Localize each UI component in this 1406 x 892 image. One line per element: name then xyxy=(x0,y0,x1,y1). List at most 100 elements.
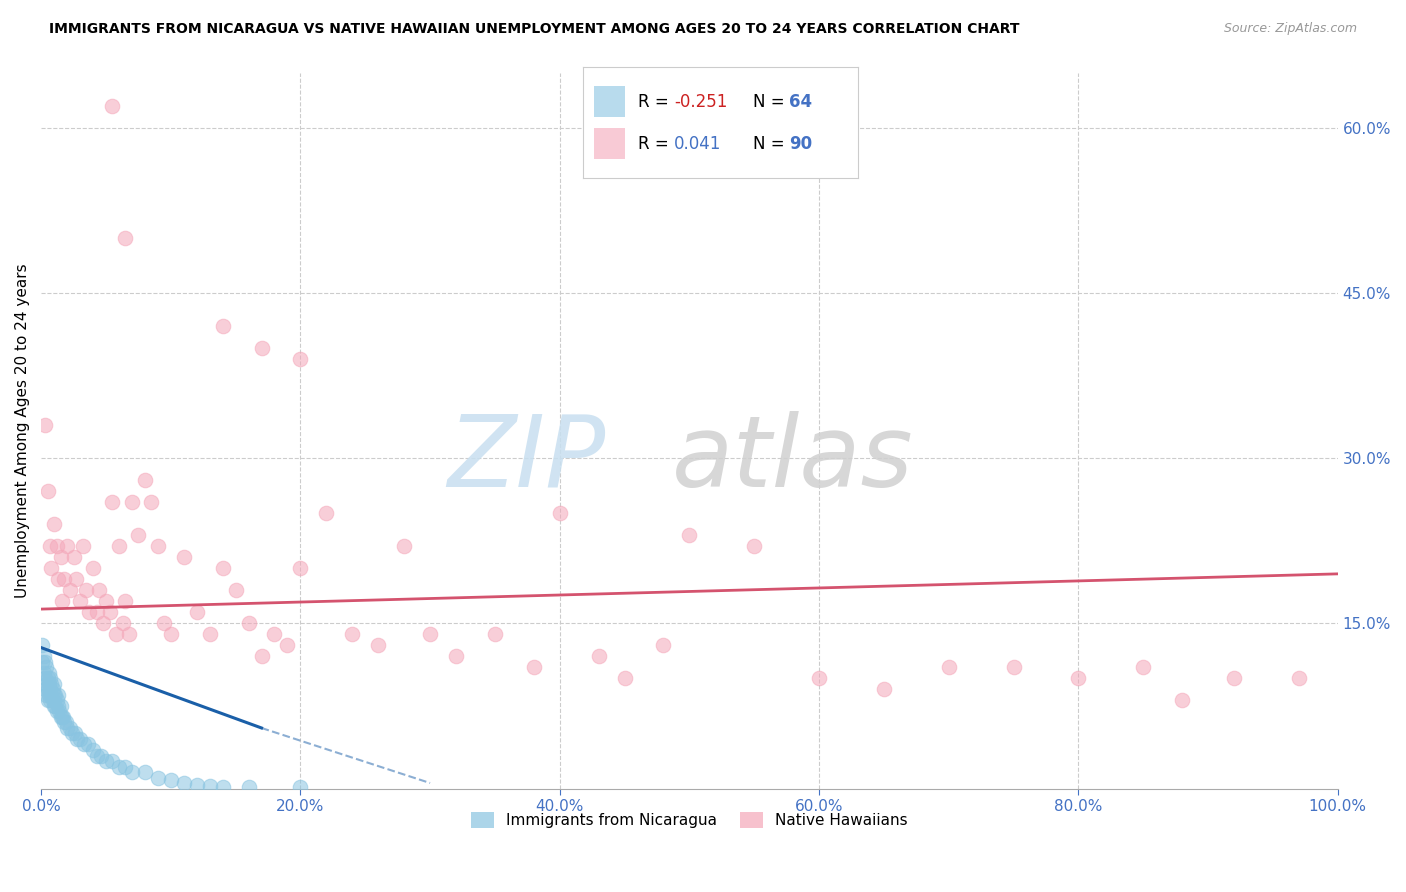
Text: 64: 64 xyxy=(789,93,813,111)
Point xyxy=(211,780,233,795)
Point xyxy=(42,698,65,713)
Point xyxy=(69,594,91,608)
Point xyxy=(59,583,82,598)
Point xyxy=(342,627,364,641)
Point xyxy=(159,627,181,641)
Point xyxy=(146,539,169,553)
Point xyxy=(290,780,312,795)
Point xyxy=(938,660,960,674)
Point xyxy=(173,776,195,790)
Point xyxy=(114,759,136,773)
Point xyxy=(114,231,136,245)
Point xyxy=(37,693,59,707)
Point xyxy=(63,726,86,740)
Point xyxy=(39,693,62,707)
FancyBboxPatch shape xyxy=(595,87,624,117)
Point xyxy=(34,672,56,686)
Point xyxy=(66,731,89,746)
Point xyxy=(42,682,65,697)
Point xyxy=(141,495,163,509)
Point xyxy=(108,759,131,773)
Point xyxy=(52,710,75,724)
Point xyxy=(31,655,53,669)
Point xyxy=(186,778,208,792)
Point xyxy=(225,583,247,598)
Point xyxy=(32,665,55,680)
FancyBboxPatch shape xyxy=(595,128,624,159)
Point xyxy=(250,341,273,355)
Point xyxy=(39,682,62,697)
Point xyxy=(211,561,233,575)
Point xyxy=(38,665,60,680)
Point xyxy=(72,539,94,553)
Point xyxy=(873,682,896,697)
Point xyxy=(250,649,273,664)
Point xyxy=(39,672,62,686)
Point xyxy=(46,573,69,587)
Point xyxy=(41,561,63,575)
Point xyxy=(238,616,260,631)
Point xyxy=(121,764,143,779)
Point xyxy=(49,698,72,713)
Point xyxy=(42,677,65,691)
Point xyxy=(53,573,76,587)
Point xyxy=(198,627,221,641)
Point xyxy=(76,583,98,598)
Text: 0.041: 0.041 xyxy=(673,135,721,153)
Text: 90: 90 xyxy=(789,135,813,153)
Point xyxy=(105,627,128,641)
Point xyxy=(49,710,72,724)
Point xyxy=(77,606,100,620)
Point xyxy=(101,495,124,509)
Point xyxy=(44,698,66,713)
Point xyxy=(82,743,104,757)
Point xyxy=(419,627,441,641)
Point xyxy=(37,672,59,686)
Point xyxy=(34,655,56,669)
Point xyxy=(263,627,285,641)
Point xyxy=(38,688,60,702)
Point xyxy=(134,473,156,487)
Text: ZIP: ZIP xyxy=(447,411,605,508)
Point xyxy=(98,606,121,620)
Point xyxy=(39,539,62,553)
Point xyxy=(118,627,141,641)
Point xyxy=(44,688,66,702)
Point xyxy=(523,660,546,674)
Point xyxy=(121,495,143,509)
Point xyxy=(548,506,571,520)
Y-axis label: Unemployment Among Ages 20 to 24 years: Unemployment Among Ages 20 to 24 years xyxy=(15,263,30,598)
Point xyxy=(56,721,79,735)
Text: R =: R = xyxy=(638,93,675,111)
Point xyxy=(742,539,765,553)
Point xyxy=(41,688,63,702)
Point xyxy=(1132,660,1154,674)
Legend: Immigrants from Nicaragua, Native Hawaiians: Immigrants from Nicaragua, Native Hawaii… xyxy=(465,806,914,835)
Point xyxy=(198,780,221,794)
Point xyxy=(35,688,58,702)
Point xyxy=(238,780,260,795)
Point xyxy=(114,594,136,608)
Point xyxy=(211,319,233,334)
Point xyxy=(444,649,467,664)
Text: R =: R = xyxy=(638,135,675,153)
Point xyxy=(65,573,87,587)
Point xyxy=(86,606,108,620)
Point xyxy=(315,506,337,520)
Point xyxy=(37,484,59,499)
Point xyxy=(290,561,312,575)
Point xyxy=(38,677,60,691)
Text: N =: N = xyxy=(754,93,790,111)
Point xyxy=(613,672,636,686)
Text: -0.251: -0.251 xyxy=(673,93,727,111)
Point xyxy=(45,705,67,719)
Point xyxy=(76,738,98,752)
Point xyxy=(42,517,65,532)
Point xyxy=(108,539,131,553)
Point xyxy=(53,715,76,730)
Point xyxy=(31,639,53,653)
Point xyxy=(42,693,65,707)
Point xyxy=(153,616,176,631)
Text: N =: N = xyxy=(754,135,790,153)
Point xyxy=(69,731,91,746)
